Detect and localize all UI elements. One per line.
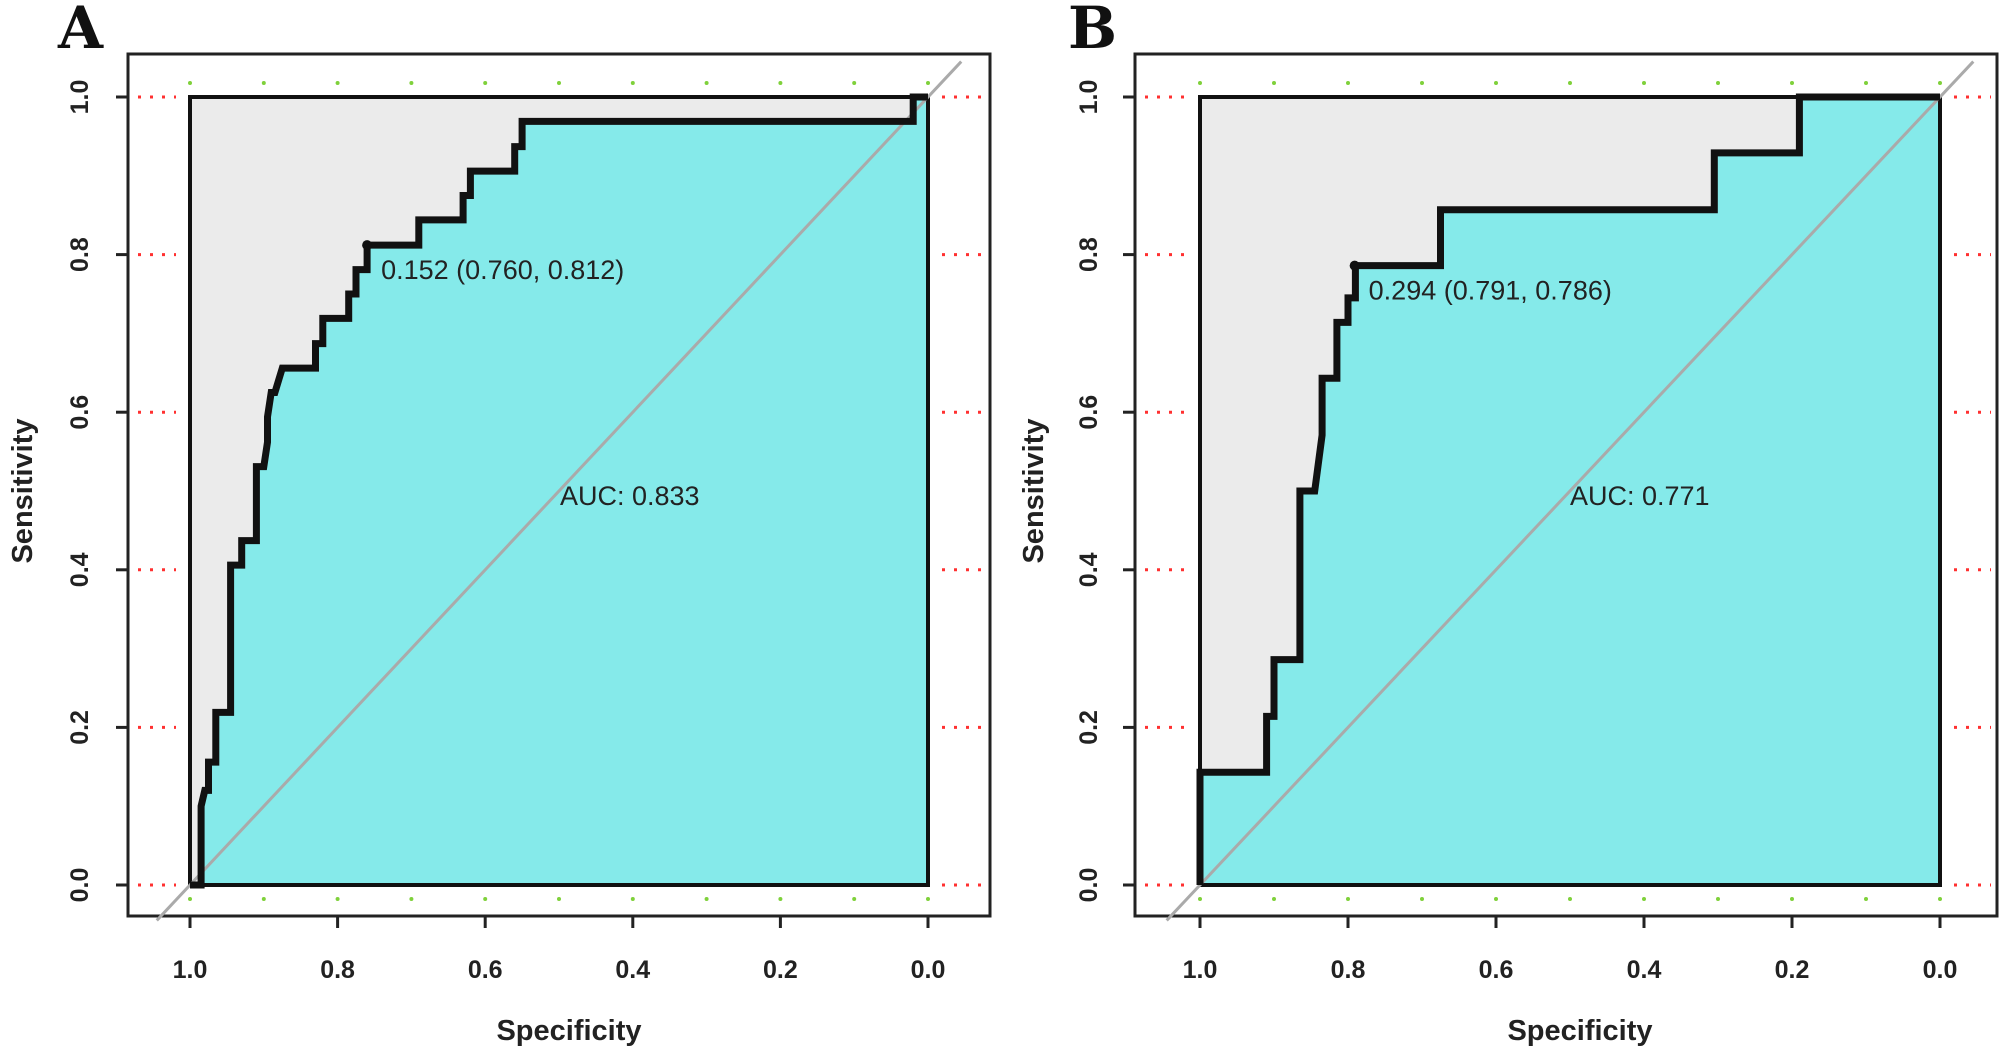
grid-dot-x-bottom [1864,897,1868,901]
roc-panel-a: 0.152 (0.760, 0.812) AUC: 0.833 1.0 0.8 0.6 0… [7,0,992,1047]
grid-dot-x-top [1790,81,1794,85]
grid-dot-x-top [409,81,414,85]
grid-dot-x-bottom [630,897,635,901]
roc-curve [190,93,928,889]
x-tick-label: 0.8 [320,956,355,984]
grid-dot-x-bottom [1346,897,1350,901]
grid-dot-x-top [1494,81,1498,85]
panel-label: A [57,0,104,62]
y-tick-label: 0.0 [1075,868,1103,903]
x-tick-label: 0.2 [763,956,798,984]
x-tick-label: 0.8 [1331,956,1366,984]
grid-dot-x-bottom [1420,897,1424,901]
grid-dot-x-bottom [852,897,857,901]
grid-dot-x-top [188,81,192,85]
grid-dot-x-bottom [1790,897,1794,901]
grid-dot-x-bottom [1494,897,1498,901]
unit-square-border [1198,95,1942,887]
grid-dot-x-top [1716,81,1720,85]
grid-dot-x-top [704,81,709,85]
auc-label: AUC: 0.771 [1570,481,1710,511]
y-tick-label: 0.4 [1075,552,1103,587]
grid-dot-x-bottom [1272,897,1276,901]
grid-dot-x-bottom [483,897,488,901]
best-threshold-label: 0.152 (0.760, 0.812) [381,255,624,285]
grid-dot-x-bottom [557,897,561,901]
x-tick-label: 1.0 [1183,956,1218,984]
grid-dot-x-top [778,81,783,85]
y-tick-label: 0.6 [1075,395,1103,430]
grid-dot-x-bottom [1716,897,1720,901]
grid-dot-x-bottom [188,897,192,901]
grid-dot-x-bottom [1198,897,1202,901]
grid-dot-x-bottom [1568,897,1572,901]
grid-dot-x-top [1864,81,1868,85]
grid-dot-x-bottom [1938,897,1942,901]
x-tick-label: 0.6 [468,956,503,984]
grid-dot-x-top [557,81,561,85]
best-threshold-point [362,240,373,251]
x-tick-label: 0.0 [911,956,946,984]
y-tick-label: 1.0 [66,80,94,115]
panel-label: B [1068,0,1117,62]
grid-dot-x-top [261,81,266,85]
x-tick-label: 0.0 [1923,956,1958,984]
grid-dot-x-top [1568,81,1572,85]
grid-dot-x-top [1420,81,1424,85]
x-tick-label: 0.4 [615,956,650,984]
grid-dot-x-top [335,81,340,85]
grid-dot-x-bottom [704,897,709,901]
diagonal-reference-line [155,60,963,922]
best-threshold-label: 0.294 (0.791, 0.786) [1369,276,1612,306]
x-tick-label: 0.4 [1627,956,1662,984]
x-axis-title: Specificity [496,1015,641,1047]
y-axis-title: Sensitivity [1018,418,1050,563]
roc-panel-b: 0.294 (0.791, 0.786) AUC: 0.771 1.0 0.8 0.6 0… [1018,0,1999,1047]
auc-label: AUC: 0.833 [560,481,700,511]
y-tick-label: 0.2 [1075,710,1103,745]
grid-dot-x-bottom [409,897,414,901]
grid-dot-x-top [1272,81,1276,85]
roc-curve [1196,93,1940,885]
unit-square-border [188,95,930,887]
grid-dot-x-bottom [335,897,340,901]
y-tick-label: 0.4 [66,552,94,587]
grid-dot-x-bottom [926,897,930,901]
x-tick-label: 1.0 [173,956,208,984]
grid-dot-x-bottom [1642,897,1646,901]
y-tick-label: 0.0 [66,868,94,903]
grid-dot-x-top [1346,81,1350,85]
x-tick-label: 0.6 [1479,956,1514,984]
grid-dot-x-bottom [778,897,783,901]
grid-dot-x-top [852,81,857,85]
x-tick-label: 0.2 [1775,956,1810,984]
grid-dot-x-top [1642,81,1646,85]
grid-dot-x-top [1198,81,1202,85]
grid-dot-x-top [483,81,488,85]
grid-dot-x-top [630,81,635,85]
y-tick-label: 0.8 [66,237,94,272]
grid-dot-x-top [1938,81,1942,85]
best-threshold-point [1349,260,1360,271]
grid-dot-x-top [926,81,930,85]
x-axis-title: Specificity [1507,1015,1652,1047]
y-tick-label: 0.2 [66,710,94,745]
grid-dot-x-bottom [261,897,266,901]
y-axis-title: Sensitivity [7,418,39,563]
diagonal-reference-line [1165,60,1975,922]
y-tick-label: 0.8 [1075,237,1103,272]
y-tick-label: 1.0 [1075,80,1103,115]
y-tick-label: 0.6 [66,395,94,430]
